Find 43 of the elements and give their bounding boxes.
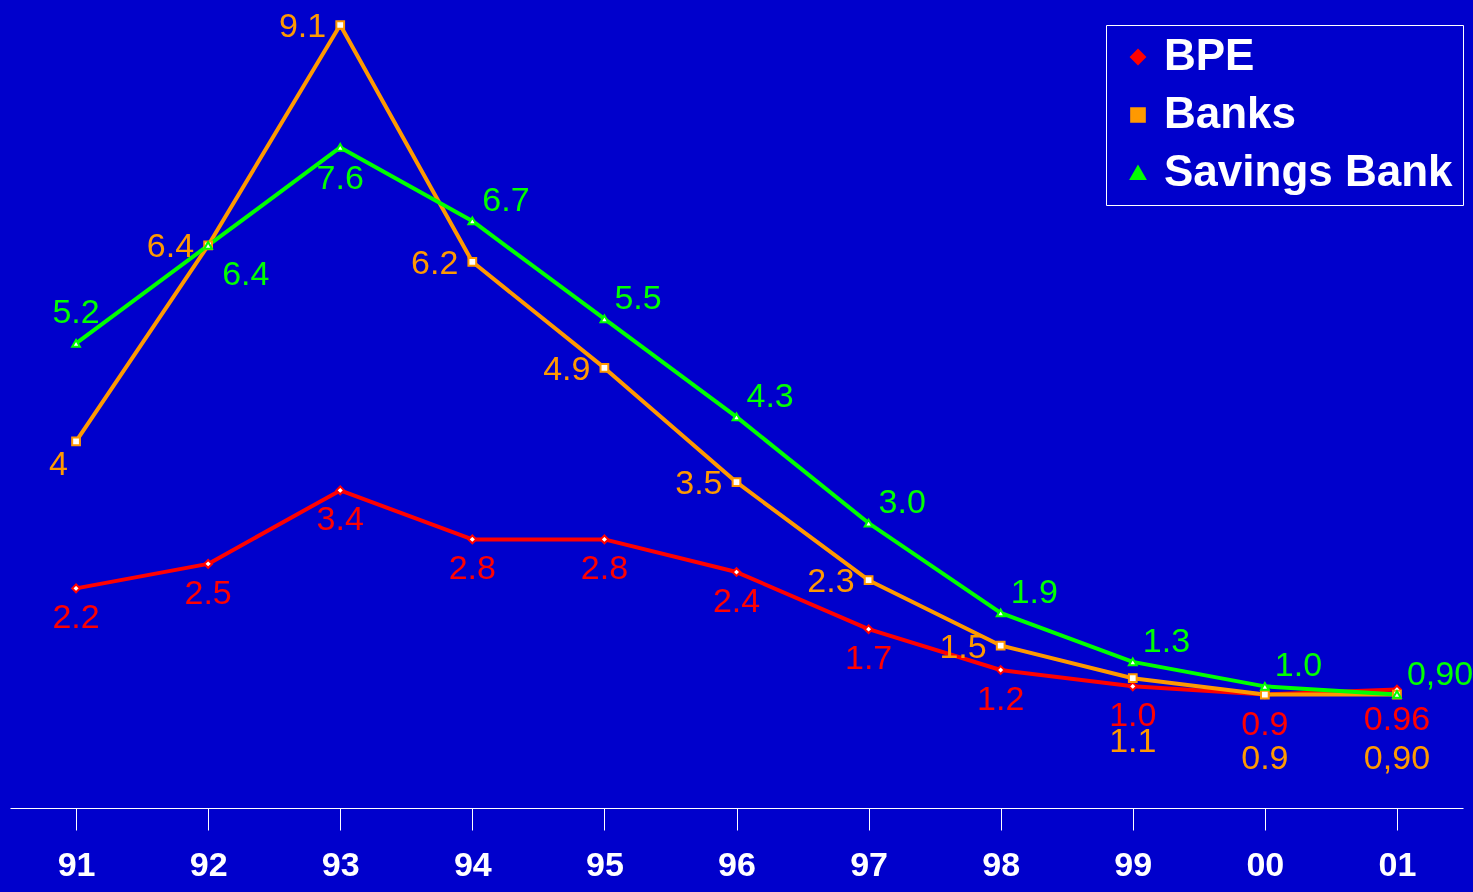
data-label: 1.5 [939,626,987,665]
legend-label: Banks [1164,88,1297,137]
data-label: 2.8 [580,548,629,587]
x-tick-label: 98 [982,844,1021,883]
data-label: 4 [49,444,69,483]
data-label: 4.3 [746,375,794,414]
data-label: 2.8 [448,548,496,587]
data-label: 5.5 [614,277,662,316]
data-label: 9.1 [278,6,327,44]
data-label: 0,90 [1406,653,1473,692]
x-tick-label: 96 [718,844,756,883]
legend-label: BPE [1164,30,1255,79]
data-label: 3.0 [878,482,926,521]
data-label: 7.6 [316,158,364,197]
x-tick-label: 97 [850,844,888,883]
data-label: 6.4 [146,226,195,265]
data-label: 2.3 [807,561,855,600]
x-tick-label: 91 [57,844,96,883]
data-label: 0.96 [1363,698,1431,737]
data-label: 3.4 [316,499,364,538]
x-tick-label: 93 [321,844,360,883]
x-tick-label: 92 [189,844,228,883]
data-label: 2.5 [184,572,232,611]
data-label: 6.2 [411,242,459,281]
data-label: 1.2 [977,679,1025,718]
data-label: 5.2 [52,292,100,331]
data-label: 1.9 [1010,571,1058,610]
legend-label: Savings Bank [1164,146,1454,195]
data-label: 2.2 [52,597,100,636]
x-tick-label: 94 [453,844,492,883]
x-tick-label: 00 [1246,844,1285,883]
data-label: 4.9 [543,348,591,387]
data-label: 1.3 [1142,620,1191,659]
data-label: 6.4 [222,254,270,293]
x-tick-label: 01 [1378,844,1417,883]
data-label: 3.5 [675,463,723,502]
data-label: 1.7 [844,638,893,677]
x-tick-label: 99 [1114,844,1153,883]
data-label: 0,90 [1363,737,1431,776]
data-label: 2.4 [712,581,761,620]
data-label: 6.7 [482,179,530,218]
data-label: 1.0 [1274,645,1323,684]
x-tick-label: 95 [586,844,624,883]
